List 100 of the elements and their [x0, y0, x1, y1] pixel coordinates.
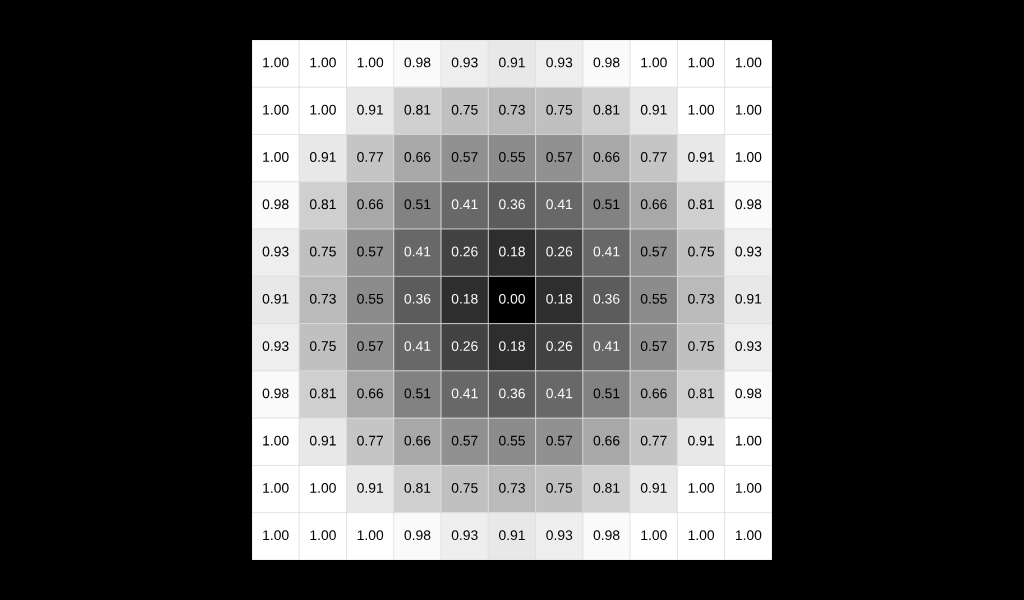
data-label: 0.98 — [735, 388, 762, 399]
data-label: 0.55 — [640, 293, 667, 304]
data-label: 0.57 — [640, 246, 667, 257]
data-label: 0.57 — [640, 341, 667, 351]
data-label: 0.66 — [593, 435, 620, 446]
data-label: 1.00 — [641, 530, 667, 541]
data-label: 1.00 — [688, 482, 715, 493]
data-label: 0.57 — [451, 152, 478, 162]
data-label: 0.36 — [404, 293, 431, 304]
data-label: 0.41 — [404, 341, 431, 351]
data-label: 0.75 — [546, 104, 573, 115]
data-label: 0.81 — [688, 199, 714, 210]
data-label: 0.77 — [357, 152, 383, 162]
data-label: 0.98 — [593, 57, 620, 68]
data-label: 0.66 — [640, 388, 667, 399]
data-label: 0.91 — [499, 57, 525, 68]
data-label: 0.75 — [688, 341, 715, 351]
data-label: 0.81 — [404, 482, 431, 493]
data-label: 0.98 — [593, 530, 620, 541]
data-label: 1.00 — [263, 152, 289, 162]
data-label: 0.73 — [499, 104, 525, 115]
data-label: 0.18 — [546, 293, 573, 304]
data-label: 0.66 — [640, 199, 667, 210]
data-label: 0.93 — [262, 246, 289, 257]
data-label: 0.18 — [499, 341, 525, 351]
data-label: 1.00 — [735, 435, 762, 446]
data-label: 0.18 — [451, 293, 478, 304]
data-label: 0.75 — [309, 246, 336, 257]
data-label: 0.66 — [404, 152, 431, 162]
data-label: 0.91 — [688, 152, 714, 162]
data-label: 0.57 — [357, 341, 383, 351]
data-label: 0.41 — [451, 199, 478, 210]
data-label: 1.00 — [263, 104, 289, 115]
data-label: 0.41 — [593, 341, 620, 351]
data-label: 1.00 — [688, 57, 715, 68]
data-label: 1.00 — [735, 104, 762, 115]
data-label: 0.73 — [688, 293, 714, 304]
data-label: 0.91 — [309, 435, 336, 446]
data-label: 0.41 — [546, 388, 573, 399]
data-label: 0.57 — [451, 435, 478, 446]
data-label: 0.66 — [357, 388, 384, 399]
data-label: 0.98 — [404, 57, 431, 68]
data-label: 0.26 — [451, 341, 478, 351]
data-label: 0.91 — [357, 104, 384, 115]
data-label: 0.81 — [404, 104, 431, 115]
data-label: 0.51 — [593, 388, 620, 399]
data-label: 0.91 — [262, 293, 289, 304]
data-label: 0.81 — [688, 388, 714, 399]
data-label: 0.41 — [451, 388, 478, 399]
data-label: 0.36 — [593, 293, 620, 304]
data-label: 0.91 — [688, 435, 714, 446]
data-label: 0.41 — [404, 246, 431, 257]
data-label: 0.77 — [357, 435, 383, 446]
data-label: 0.93 — [735, 341, 762, 351]
data-label: 0.81 — [593, 482, 620, 493]
data-label: 0.73 — [499, 482, 525, 493]
data-label: 0.51 — [593, 199, 620, 210]
data-label: 1.00 — [263, 57, 289, 68]
data-label: 0.93 — [262, 341, 289, 351]
data-label: 1.00 — [735, 57, 762, 68]
data-label: 0.93 — [546, 57, 573, 68]
data-label: 0.55 — [357, 293, 384, 304]
data-label: 0.41 — [593, 246, 620, 257]
data-label: 1.00 — [357, 57, 384, 68]
data-label: 0.77 — [640, 435, 667, 446]
data-label: 1.00 — [688, 530, 715, 541]
data-label: 0.55 — [499, 435, 525, 446]
data-label: 0.77 — [640, 152, 667, 162]
data-label: 0.93 — [451, 57, 478, 68]
data-label: 0.91 — [309, 152, 336, 162]
data-label: 0.57 — [357, 246, 383, 257]
data-label: 1.00 — [263, 435, 289, 446]
data-label: 0.75 — [451, 104, 478, 115]
data-label: 0.91 — [640, 104, 667, 115]
data-label: 0.91 — [640, 482, 667, 493]
data-label: 0.98 — [404, 530, 431, 541]
data-label: 0.98 — [262, 199, 289, 210]
data-label: 0.75 — [309, 341, 336, 351]
data-label: 0.98 — [262, 388, 289, 399]
data-label: 0.36 — [499, 199, 525, 210]
data-label: 1.00 — [310, 482, 336, 493]
data-label: 0.91 — [357, 482, 384, 493]
data-label: 0.18 — [499, 246, 525, 257]
data-label: 0.81 — [309, 388, 336, 399]
data-label: 1.00 — [688, 104, 715, 115]
data-label: 0.91 — [499, 530, 525, 541]
data-label: 0.75 — [546, 482, 573, 493]
data-label: 1.00 — [641, 57, 667, 68]
data-label: 0.93 — [735, 246, 762, 257]
data-label: 0.57 — [546, 435, 573, 446]
data-label: 0.26 — [451, 246, 478, 257]
data-label: 1.00 — [735, 482, 762, 493]
data-label: 1.00 — [310, 530, 336, 541]
data-label: 0.66 — [593, 152, 620, 162]
data-label: 0.98 — [735, 199, 762, 210]
data-label: 0.51 — [404, 199, 431, 210]
data-label: 1.00 — [263, 530, 289, 541]
data-label: 0.93 — [546, 530, 573, 541]
data-label: 0.26 — [546, 246, 573, 257]
data-label: 0.75 — [451, 482, 478, 493]
